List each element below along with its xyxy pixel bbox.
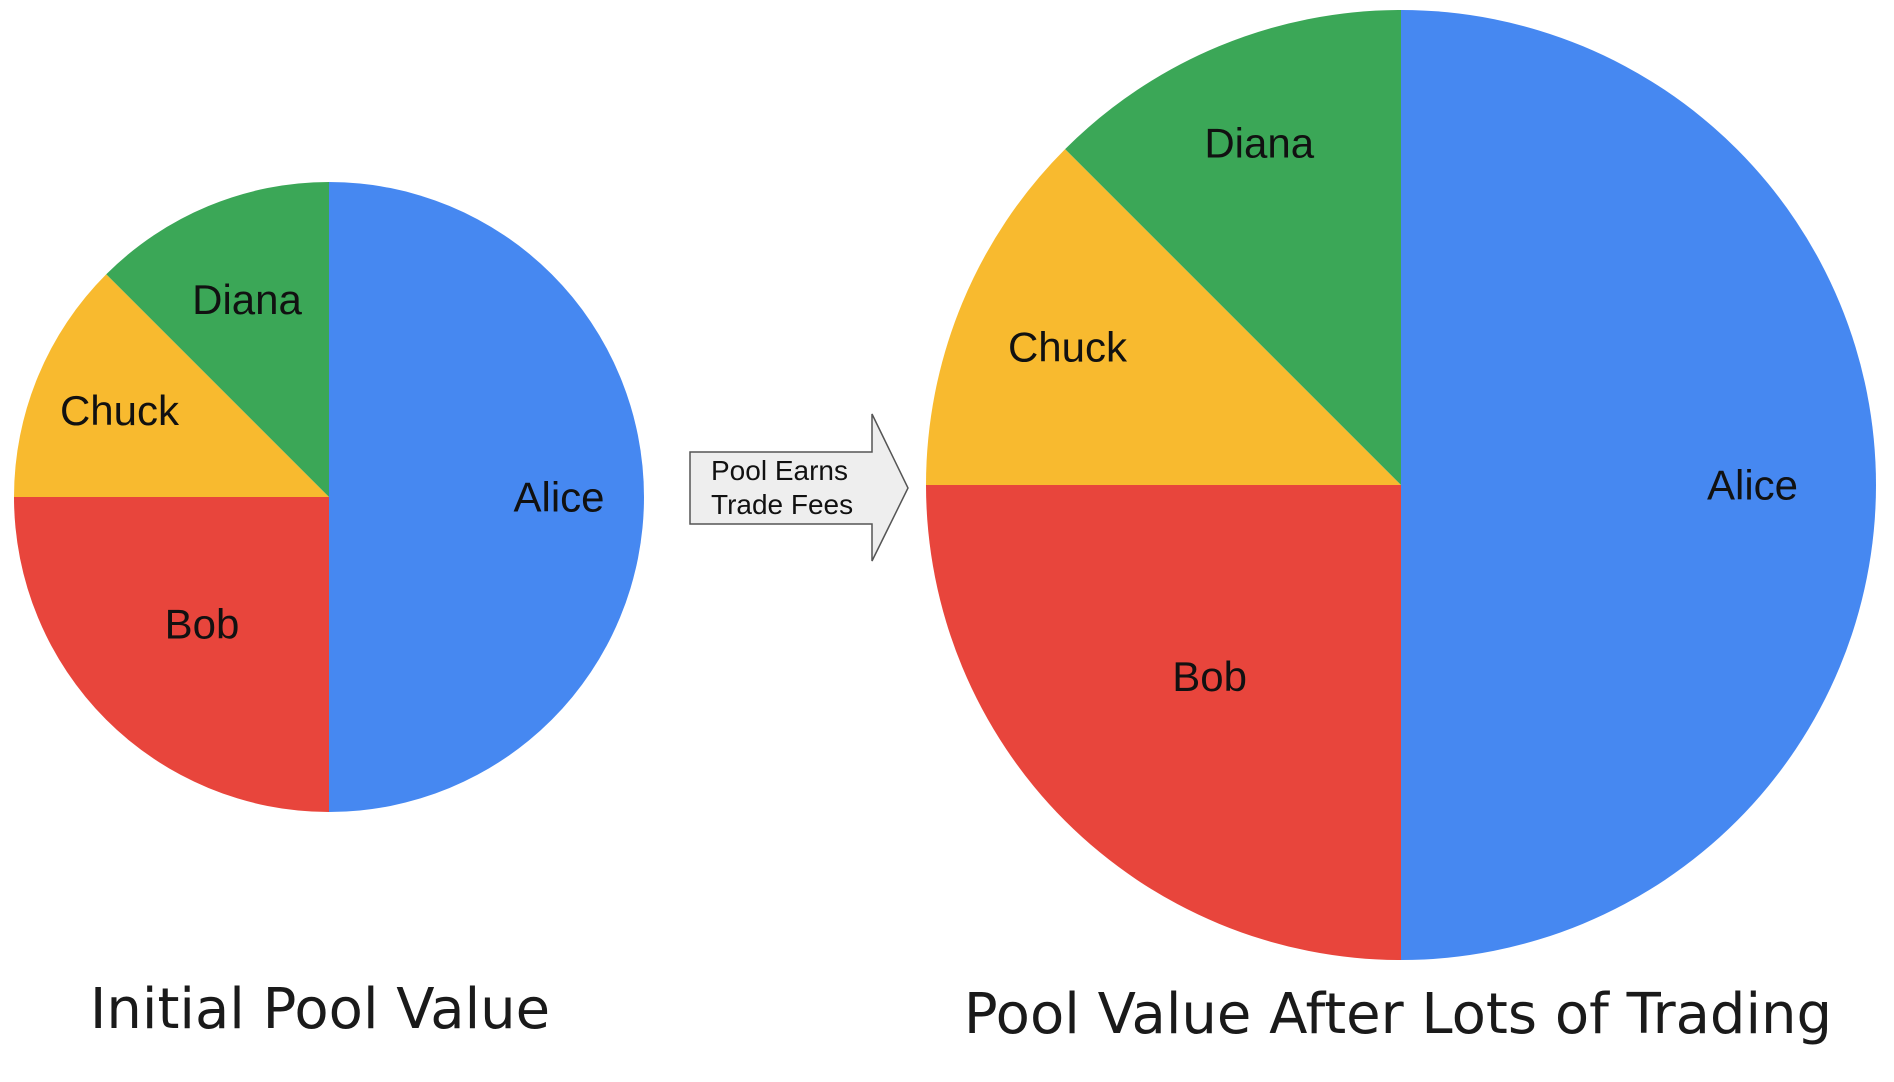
slice-label-chuck: Chuck [1008,324,1128,371]
pie-slice-bob [926,485,1401,960]
right-arrow-icon [689,413,909,562]
pie-slice-alice [1401,10,1876,960]
initial-pool-pie: Alice Bob Chuck Diana [13,182,644,812]
slice-label-bob: Bob [1172,653,1247,700]
after-trading-pool-pie: Alice Bob Chuck Diana [926,10,1876,960]
pie-slice-diana [106,182,329,497]
arrow-label-line1: Pool Earns [711,455,848,486]
after-trading-caption: Pool Value After Lots of Trading [964,982,1832,1047]
slice-label-diana: Diana [192,276,302,323]
slice-label-alice: Alice [513,474,604,521]
pie-slice-bob [14,497,329,812]
pie-slice-diana [1065,10,1401,485]
pie-slice-chuck [13,274,329,497]
initial-pool-caption: Initial Pool Value [90,977,550,1042]
slice-label-alice: Alice [1707,462,1798,509]
arrow-label-line2: Trade Fees [711,489,853,520]
slice-label-diana: Diana [1204,119,1314,166]
slice-label-bob: Bob [165,601,240,648]
pool-earns-fees-arrow: Pool Earns Trade Fees [689,413,909,562]
pie-slice-chuck [926,149,1401,485]
slice-label-chuck: Chuck [60,387,180,434]
pie-slice-alice [329,182,644,812]
